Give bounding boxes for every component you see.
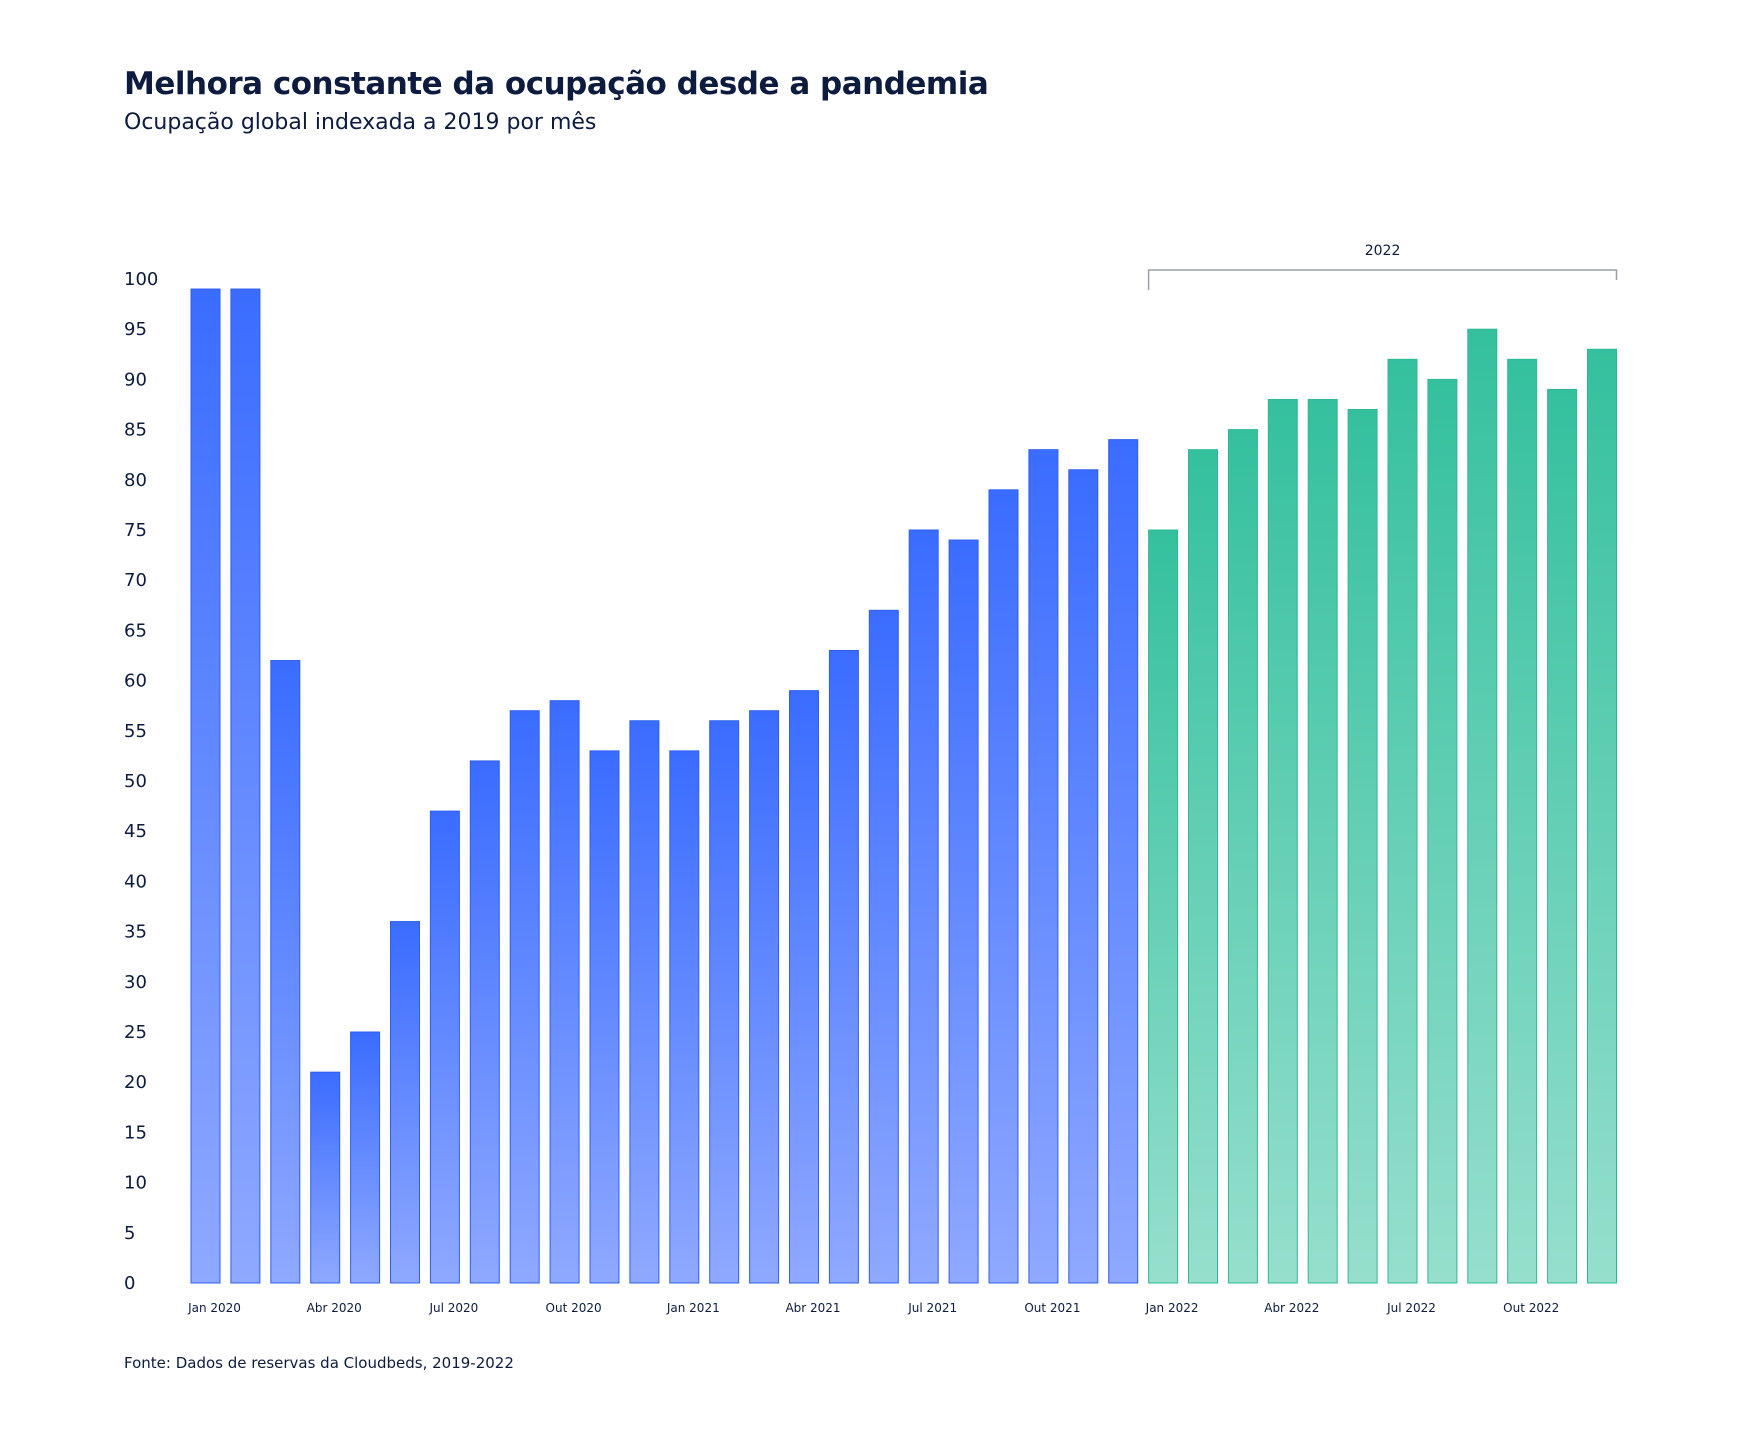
x-tick-label: Jul 2020	[428, 1301, 478, 1315]
bar-ago-2021	[948, 539, 979, 1284]
y-tick-label: 55	[124, 721, 147, 742]
year-2022-bracket: 2022	[1147, 243, 1618, 290]
bar-jan-2020	[190, 288, 221, 1284]
y-tick-label: 90	[124, 369, 147, 390]
bar-fev-2022	[1188, 449, 1218, 1284]
bar-jul-2022	[1387, 358, 1418, 1284]
y-tick-label: 20	[124, 1072, 147, 1093]
x-tick-label: Out 2020	[546, 1301, 602, 1315]
x-tick-label: Abr 2021	[785, 1301, 840, 1315]
bar-dez-2021	[1108, 439, 1139, 1284]
x-tick-label: Out 2022	[1503, 1301, 1559, 1315]
x-tick-label: Jul 2021	[907, 1301, 957, 1315]
bar-mai-2022	[1307, 398, 1338, 1284]
y-tick-label: 45	[124, 821, 147, 842]
bar-nov-2020	[589, 750, 620, 1284]
bar-abr-2021	[789, 690, 819, 1284]
x-tick-label: Jan 2022	[1145, 1301, 1199, 1315]
x-axis-ticks: Jan 2020 Abr 2020 Jul 2020 Out 2020 Jan 2021…	[187, 1301, 1559, 1315]
y-tick-label: 80	[124, 470, 147, 491]
bar-jun-2021	[868, 609, 899, 1284]
y-tick-label: 95	[124, 319, 147, 340]
y-tick-label: 60	[124, 671, 147, 692]
bar-out-2021	[1028, 449, 1059, 1284]
y-tick-label: 5	[124, 1223, 135, 1244]
y-tick-label: 10	[124, 1173, 147, 1194]
y-tick-label: 30	[124, 972, 147, 993]
y-tick-label: 50	[124, 771, 147, 792]
x-tick-label: Abr 2020	[307, 1301, 362, 1315]
bar-mai-2021	[828, 649, 859, 1284]
bar-jun-2022	[1347, 409, 1378, 1284]
chart-title: Melhora constante da ocupação desde a pa…	[124, 66, 989, 102]
bar-mar-2020	[270, 660, 301, 1284]
chart-subtitle: Ocupação global indexada a 2019 por mês	[124, 110, 597, 135]
x-tick-label: Abr 2022	[1264, 1301, 1319, 1315]
bar-jan-2022	[1148, 529, 1179, 1284]
y-tick-label: 40	[124, 871, 147, 892]
x-tick-label: Jul 2022	[1386, 1301, 1436, 1315]
y-tick-label: 25	[124, 1022, 147, 1043]
bar-out-2020	[549, 700, 580, 1284]
bar-mai-2020	[350, 1031, 381, 1284]
bar-nov-2022	[1547, 388, 1578, 1284]
source-note: Fonte: Dados de reservas da Cloudbeds, 2…	[124, 1354, 514, 1372]
x-tick-label: Out 2021	[1024, 1301, 1080, 1315]
bar-mar-2022	[1227, 429, 1258, 1284]
bar-dez-2022	[1587, 348, 1617, 1284]
y-tick-label: 75	[124, 520, 147, 541]
bar-jun-2020	[390, 921, 420, 1284]
y-tick-label: 0	[124, 1273, 135, 1294]
bar-set-2022	[1467, 328, 1498, 1284]
bar-nov-2021	[1068, 469, 1099, 1284]
bracket-line	[1147, 269, 1618, 290]
bar-dez-2020	[629, 720, 660, 1284]
bar-abr-2022	[1267, 398, 1298, 1284]
y-tick-label: 100	[124, 269, 158, 290]
bars-group	[190, 288, 1617, 1284]
bar-jul-2020	[429, 810, 460, 1284]
bar-set-2021	[988, 489, 1019, 1284]
y-axis-ticks: 0 5 10 15 20 25 30 35 40 45 50 55 60 65 70 75 80 85 90 95 10…	[124, 269, 158, 1294]
y-tick-label: 65	[124, 620, 147, 641]
x-tick-label: Jan 2021	[666, 1301, 720, 1315]
bar-out-2022	[1507, 358, 1538, 1284]
bar-fev-2020	[230, 288, 261, 1284]
bar-abr-2020	[310, 1071, 341, 1284]
bar-jan-2021	[669, 750, 700, 1284]
bar-ago-2020	[469, 760, 500, 1284]
bar-set-2020	[509, 710, 540, 1284]
y-tick-label: 70	[124, 570, 147, 591]
bar-jul-2021	[908, 529, 939, 1284]
bracket-label: 2022	[1365, 243, 1401, 259]
bar-fev-2021	[709, 720, 740, 1284]
y-tick-label: 15	[124, 1122, 147, 1143]
y-tick-label: 85	[124, 420, 147, 441]
y-tick-label: 35	[124, 922, 147, 943]
bar-ago-2022	[1427, 378, 1458, 1284]
bar-mar-2021	[749, 710, 780, 1284]
x-tick-label: Jan 2020	[187, 1301, 241, 1315]
